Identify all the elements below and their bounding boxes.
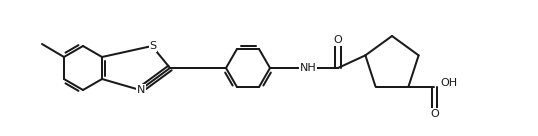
Text: N: N — [137, 85, 145, 95]
Text: O: O — [334, 35, 342, 45]
Text: O: O — [430, 109, 439, 119]
Text: NH: NH — [300, 63, 316, 73]
Text: OH: OH — [440, 78, 457, 88]
Text: S: S — [150, 41, 157, 51]
